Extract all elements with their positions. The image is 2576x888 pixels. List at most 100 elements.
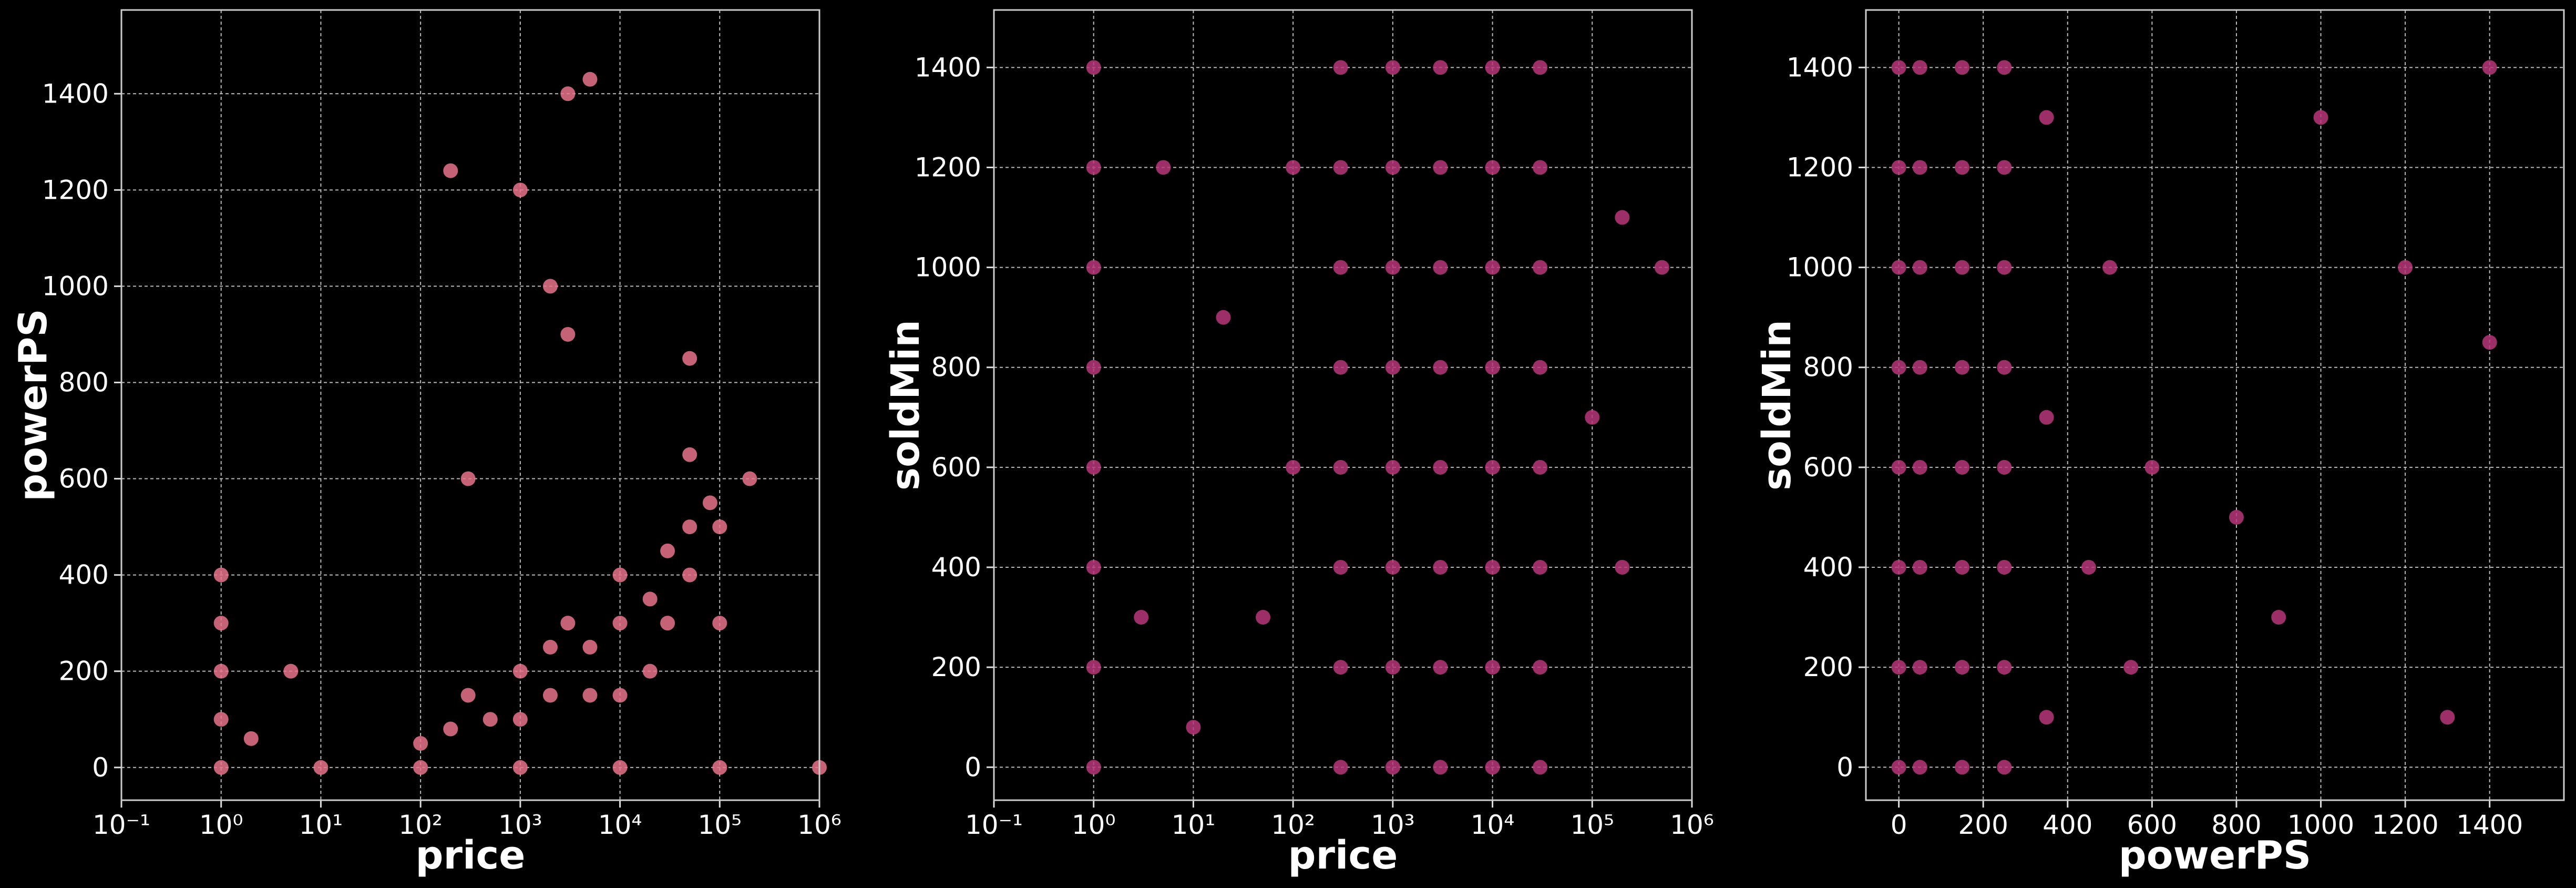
data-point: [1216, 310, 1231, 325]
x-tick-label: 1200: [2372, 810, 2438, 840]
data-point: [1286, 460, 1301, 475]
data-point: [1955, 760, 1970, 775]
data-point: [682, 519, 697, 535]
x-tick-label: 10⁴: [598, 810, 642, 840]
data-point: [1086, 760, 1101, 775]
data-point: [1385, 760, 1400, 775]
y-tick-label: 0: [964, 752, 981, 782]
x-tick-label: 600: [2127, 810, 2177, 840]
data-point: [1333, 160, 1348, 175]
data-point: [413, 736, 428, 751]
x-tick-label: 10³: [1371, 810, 1415, 840]
y-tick-label: 400: [931, 552, 981, 583]
y-tick-label: 1000: [1787, 252, 1853, 283]
data-point: [1997, 60, 2012, 75]
x-tick-label: 400: [2043, 810, 2092, 840]
data-point: [2271, 610, 2286, 625]
data-point: [1997, 660, 2012, 675]
data-point: [1333, 559, 1348, 575]
data-point: [1533, 60, 1548, 75]
data-point: [742, 471, 757, 486]
y-tick-label: 1200: [42, 175, 109, 205]
x-tick-label: 10¹: [299, 810, 343, 840]
y-tick-label: 1000: [915, 252, 981, 283]
data-point: [1433, 760, 1448, 775]
data-point: [1333, 660, 1348, 675]
x-tick-label: 10⁻¹: [93, 810, 150, 840]
data-point: [542, 688, 558, 703]
data-point: [1533, 360, 1548, 375]
data-point: [702, 495, 717, 511]
x-tick-label: 200: [1958, 810, 2008, 840]
x-tick-label: 10³: [498, 810, 542, 840]
data-point: [1891, 260, 1906, 275]
data-point: [1533, 460, 1548, 475]
y-tick-label: 1400: [42, 78, 109, 109]
data-point: [1533, 660, 1548, 675]
y-tick-label: 200: [1803, 652, 1853, 682]
data-point: [1485, 460, 1500, 475]
data-point: [413, 760, 428, 775]
data-point: [512, 712, 528, 727]
data-point: [560, 616, 576, 631]
data-point: [1533, 260, 1548, 275]
data-point: [1156, 160, 1171, 175]
y-axis-label: soldMin: [883, 320, 928, 491]
data-point: [1485, 760, 1500, 775]
data-point: [1086, 260, 1101, 275]
data-point: [1615, 559, 1630, 575]
data-point: [283, 664, 299, 679]
data-point: [1615, 210, 1630, 225]
y-tick-label: 800: [59, 367, 109, 397]
x-tick-label: 10¹: [1172, 810, 1216, 840]
data-point: [1955, 160, 1970, 175]
y-tick-label: 200: [59, 656, 109, 687]
data-point: [1433, 360, 1448, 375]
data-point: [1891, 360, 1906, 375]
data-point: [1997, 160, 2012, 175]
data-point: [2440, 710, 2455, 725]
data-point: [542, 279, 558, 294]
data-point: [2039, 410, 2054, 425]
data-point: [1385, 360, 1400, 375]
data-point: [2482, 335, 2497, 350]
data-point: [1997, 360, 2012, 375]
data-point: [443, 721, 458, 737]
x-axis-label: price: [1288, 833, 1398, 878]
subplot: 0 200 400 600 800 1000 1200 1400 0 200 400 600 800 10…: [1754, 9, 2565, 878]
data-point: [1912, 460, 1927, 475]
data-point: [1385, 559, 1400, 575]
data-point: [612, 616, 628, 631]
y-tick-label: 200: [931, 652, 981, 682]
data-point: [1891, 660, 1906, 675]
data-point: [1891, 460, 1906, 475]
data-point: [213, 760, 229, 775]
data-point: [1256, 610, 1271, 625]
data-point: [642, 664, 658, 679]
data-point: [1134, 610, 1149, 625]
data-point: [1912, 360, 1927, 375]
x-tick-label: 10⁵: [697, 810, 742, 840]
data-point: [1086, 559, 1101, 575]
data-point: [1385, 460, 1400, 475]
data-point: [512, 664, 528, 679]
data-point: [1385, 60, 1400, 75]
data-point: [582, 639, 598, 655]
data-point: [1485, 260, 1500, 275]
data-point: [1891, 559, 1906, 575]
data-point: [443, 163, 458, 178]
y-tick-label: 0: [1836, 752, 1853, 782]
x-tick-label: 0: [1891, 810, 1907, 840]
data-point: [1333, 360, 1348, 375]
y-tick-label: 0: [92, 752, 109, 783]
data-point: [1912, 60, 1927, 75]
data-point: [2144, 460, 2160, 475]
data-point: [1912, 160, 1927, 175]
data-point: [1433, 60, 1448, 75]
data-point: [1485, 360, 1500, 375]
data-point: [1433, 460, 1448, 475]
data-point: [213, 664, 229, 679]
data-point: [642, 591, 658, 607]
subplot: 10⁻¹ 10⁰ 10¹ 10² 10³ 10⁴ 10⁵ 10⁶ 0 200 400 600 800 10…: [11, 9, 841, 878]
